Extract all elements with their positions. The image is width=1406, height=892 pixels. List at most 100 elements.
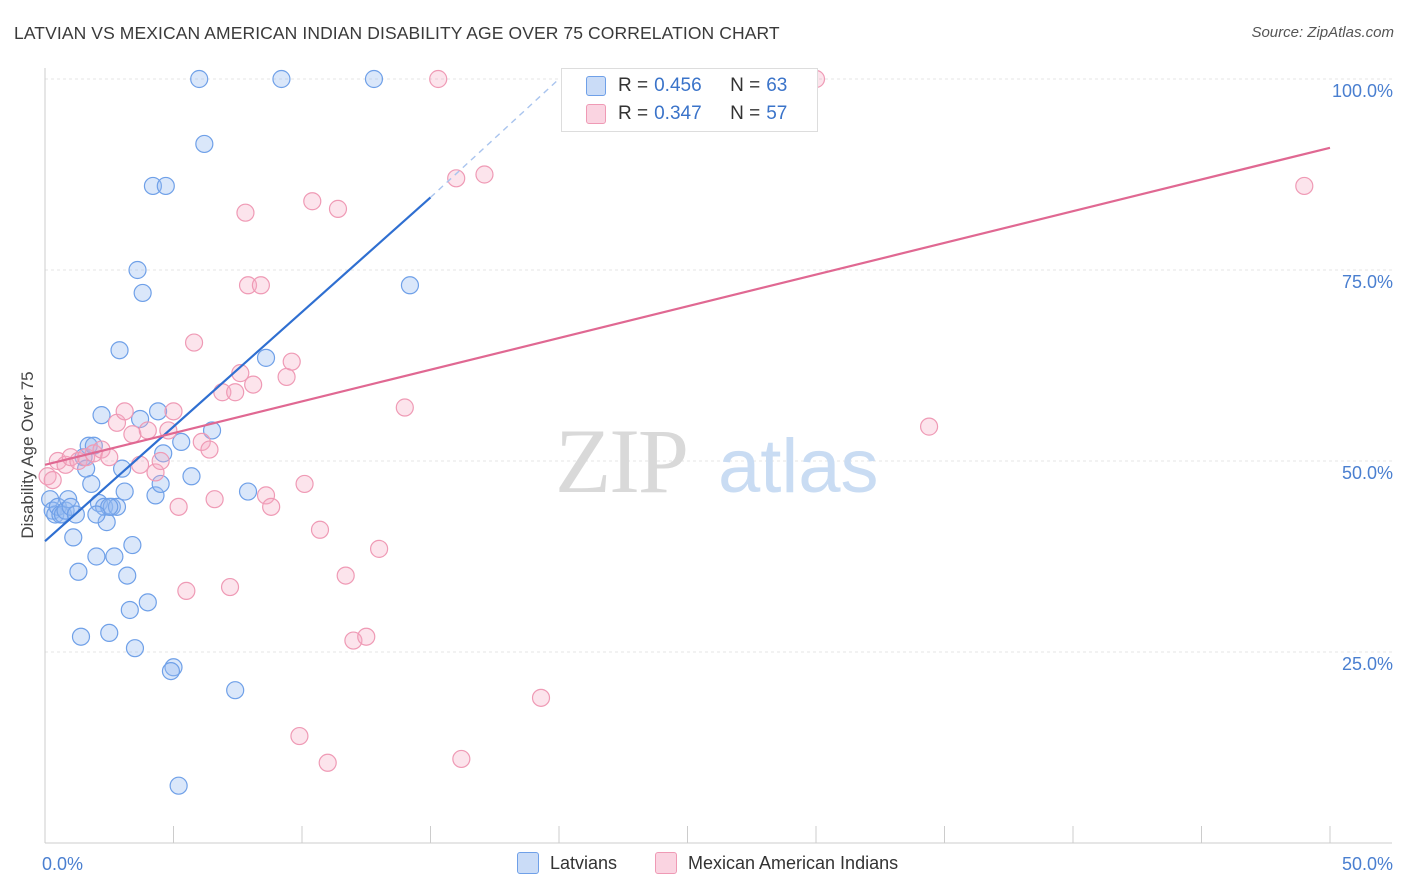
y-tick-label: 75.0% (1342, 272, 1393, 292)
mexican-american-indians-point (146, 463, 165, 482)
mexican-american-indians-point (151, 451, 170, 471)
y-axis-title: Disability Age Over 75 (18, 371, 37, 538)
latvians-point (161, 661, 181, 681)
mexican-american-indians-point (251, 276, 270, 295)
latvians-point (123, 535, 142, 555)
latvians-point (238, 482, 258, 501)
latvians-point (226, 681, 245, 700)
latvians-point (107, 497, 127, 516)
latvians-point (151, 474, 170, 494)
mexican-american-indians-trend-line (44, 146, 1331, 466)
mexican-american-indians-legend-swatch (655, 852, 677, 874)
n-label: N = (730, 75, 761, 96)
n-value: 63 (766, 75, 788, 96)
latvians-legend-swatch (517, 852, 539, 874)
latvians-point (190, 69, 209, 89)
data-points (38, 69, 1314, 795)
latvians-point (69, 562, 88, 581)
mexican-american-indians-point (328, 199, 348, 218)
latvians-point (182, 467, 201, 486)
latvians-point (87, 505, 106, 524)
stats-legend: R = 0.456 N = 63 R = 0.347 N = 57 (561, 68, 818, 132)
latvians-point (118, 566, 137, 585)
trend-lines (44, 78, 1331, 543)
mexican-american-indians-point (256, 486, 276, 505)
r-value: 0.456 (654, 75, 702, 96)
chart-source: Source: ZipAtlas.com (1251, 24, 1394, 41)
x-tick-label-min: 0.0% (42, 854, 83, 874)
latvians-point (110, 341, 129, 360)
axes (44, 68, 1392, 844)
mexican-american-indians-point (475, 165, 494, 184)
mexican-american-indians-point (447, 169, 466, 188)
r-label: R = (618, 75, 649, 96)
mexican-american-indians-point (336, 566, 355, 585)
mexican-american-indians-point (318, 753, 337, 772)
mexican-american-indians-point (205, 490, 224, 509)
y-tick-label: 50.0% (1342, 463, 1393, 483)
legend-item-latvians: Latvians (517, 852, 617, 874)
latvians-point (256, 348, 276, 367)
latvians-point (112, 459, 132, 478)
mexican-american-indians-point (310, 520, 330, 539)
mexican-american-indians-point (177, 581, 196, 600)
latvians-point (172, 432, 191, 451)
latvians-point (128, 260, 147, 280)
latvians-point (115, 482, 134, 501)
stats-row-latvians: R = 0.456 N = 63 (586, 73, 787, 99)
latvians-point (92, 406, 111, 425)
mexican-american-indians-point (115, 402, 134, 421)
mexican-american-indians-point (1295, 176, 1314, 196)
latvians-point (272, 69, 291, 89)
r-value: 0.347 (654, 103, 702, 124)
mexican-american-indians-point (130, 455, 150, 474)
mexican-american-indians-point (282, 352, 301, 371)
latvians-point (364, 69, 384, 89)
mexican-american-indians-point (238, 276, 258, 295)
mexican-american-indians-point (220, 577, 240, 597)
grid-lines (45, 78, 1392, 653)
latvians-point (138, 593, 157, 612)
latvians-point (100, 623, 119, 643)
latvians-point (156, 176, 175, 196)
mexican-american-indians-point (370, 539, 389, 558)
mexican-american-indians-point (429, 69, 448, 89)
watermark-zip: ZIP (555, 410, 687, 512)
mexican-american-indians-point (531, 688, 551, 707)
latvians-point (105, 547, 124, 566)
latvians-point (146, 486, 165, 505)
latvians-point (95, 497, 114, 516)
mexican-american-indians-point (226, 383, 245, 402)
latvians-point (148, 402, 168, 421)
mexican-american-indians-point (277, 367, 296, 387)
mexican-american-indians-point (452, 749, 471, 769)
x-tick-label-max: 50.0% (1342, 854, 1393, 874)
legend-item-mexican-american-indians: Mexican American Indians (655, 852, 898, 874)
legend-label-latvians: Latvians (550, 852, 618, 873)
chart-title: LATVIAN VS MEXICAN AMERICAN INDIAN DISAB… (14, 23, 780, 43)
mexican-american-indians-point (262, 497, 281, 516)
mexican-american-indians-point (43, 471, 62, 490)
latvians-point (202, 421, 222, 440)
mexican-american-indians-point (244, 375, 263, 394)
mexican-american-indians-point (138, 421, 157, 440)
latvians-point (64, 528, 83, 547)
latvians-point (82, 474, 101, 494)
latvians-point (120, 600, 139, 620)
mexican-american-indians-point (164, 402, 183, 421)
tick-labels: 25.0% 50.0% 75.0% 100.0% 0.0% 50.0% Disability… (18, 81, 1393, 874)
mexican-american-indians-swatch (586, 104, 606, 124)
latvians-point (133, 283, 152, 303)
mexican-american-indians-point (236, 203, 255, 222)
stats-row-mexican-american-indians: R = 0.347 N = 57 (586, 101, 787, 127)
n-value: 57 (766, 103, 788, 124)
latvians-point (195, 134, 214, 154)
latvians-trend-line (44, 196, 432, 543)
mexican-american-indians-point (192, 432, 211, 451)
latvians-point (143, 176, 163, 196)
mexican-american-indians-point (395, 398, 414, 417)
latvians-point (87, 547, 106, 566)
n-label: N = (730, 103, 761, 124)
mexican-american-indians-point (123, 425, 142, 444)
legend-label-mexican-american-indians: Mexican American Indians (688, 852, 899, 873)
